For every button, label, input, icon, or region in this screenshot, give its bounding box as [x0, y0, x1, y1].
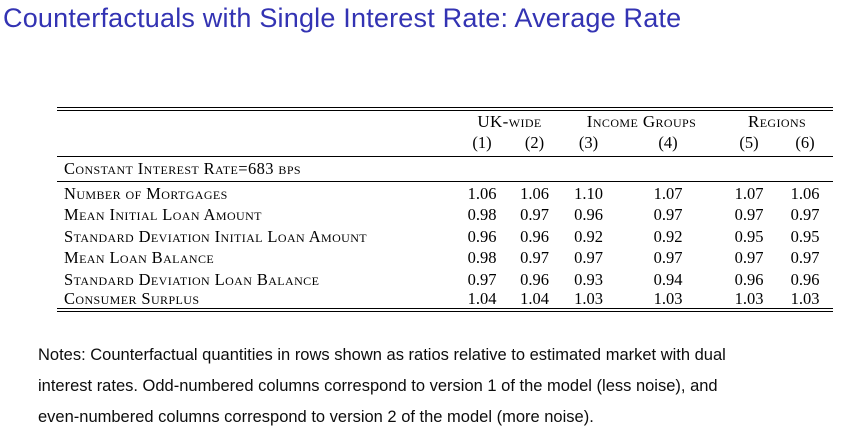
- cell-value: 0.92: [653, 226, 683, 246]
- cell-value: 0.96: [520, 226, 549, 246]
- row-label: Mean Initial Loan Amount: [64, 205, 262, 224]
- column-group-income-groups: Income Groups: [586, 111, 697, 131]
- cell-value: 0.95: [734, 226, 764, 246]
- cell-value: 0.95: [790, 226, 820, 246]
- table-row-mean-initial-loan-amount: Mean Initial Loan Amount 0.98 0.97 0.96 …: [57, 203, 833, 225]
- cell-value: 0.97: [520, 205, 549, 224]
- table-row-number-of-mortgages: Number of Mortgages 1.06 1.06 1.10 1.07 …: [57, 181, 833, 203]
- cell-value: 0.98: [467, 248, 497, 267]
- column-number-3: (3): [562, 132, 615, 157]
- cell-value: 1.03: [653, 289, 683, 308]
- cell-value: 1.07: [653, 183, 683, 203]
- row-label: Mean Loan Balance: [64, 248, 215, 267]
- notes-line-1: Notes: Counterfactual quantities in rows…: [38, 346, 726, 364]
- column-group-regions: Regions: [747, 111, 807, 131]
- column-number-header-row: (1) (2) (3) (4) (5) (6): [57, 132, 834, 157]
- notes-line-3: even-numbered columns correspond to vers…: [38, 408, 594, 426]
- column-number-6: (6): [777, 132, 834, 157]
- cell-value: 0.93: [574, 269, 603, 289]
- cell-value: 0.96: [520, 269, 549, 289]
- column-group-header-row: UK-wide Income Groups Regions: [57, 109, 833, 132]
- table-notes: Notes: Counterfactual quantities in rows…: [38, 340, 828, 433]
- cell-value: 0.97: [653, 205, 683, 224]
- cell-value: 1.10: [574, 183, 603, 203]
- column-number-1: (1): [457, 132, 507, 157]
- cell-value: 0.97: [734, 205, 764, 224]
- cell-value: 0.94: [653, 269, 683, 289]
- cell-value: 0.96: [734, 269, 764, 289]
- column-number-5: (5): [721, 132, 778, 157]
- empty-corner-cell: [57, 109, 457, 132]
- row-label: Consumer Surplus: [64, 289, 200, 308]
- cell-value: 0.97: [653, 248, 683, 267]
- cell-value: 1.06: [790, 183, 820, 203]
- cell-value: 0.96: [790, 269, 820, 289]
- cell-value: 0.97: [574, 248, 603, 267]
- column-number-4: (4): [615, 132, 722, 157]
- cell-value: 1.06: [467, 183, 497, 203]
- section-header-row: Constant Interest Rate=683 bps: [57, 156, 834, 182]
- cell-value: 0.97: [734, 248, 764, 267]
- cell-value: 1.04: [467, 289, 497, 308]
- cell-value: 1.03: [734, 289, 764, 308]
- table-row-consumer-surplus: Consumer Surplus 1.04 1.04 1.03 1.03 1.0…: [57, 289, 833, 311]
- cell-value: 1.04: [520, 289, 549, 308]
- column-group-uk-wide: UK-wide: [477, 111, 542, 131]
- cell-value: 1.07: [734, 183, 764, 203]
- table-row-std-dev-initial-loan-amount: Standard Deviation Initial Loan Amount 0…: [57, 224, 833, 246]
- row-label: Standard Deviation Loan Balance: [64, 269, 320, 289]
- cell-value: 0.96: [467, 226, 497, 246]
- slide-title: Counterfactuals with Single Interest Rat…: [3, 3, 682, 33]
- cell-value: 0.92: [574, 226, 603, 246]
- notes-line-2: interest rates. Odd-numbered columns cor…: [38, 377, 718, 395]
- cell-value: 1.03: [790, 289, 820, 308]
- row-label: Standard Deviation Initial Loan Amount: [64, 226, 368, 246]
- empty-corner-cell: [57, 132, 457, 157]
- cell-value: 1.06: [520, 183, 549, 203]
- table-row-std-dev-loan-balance: Standard Deviation Loan Balance 0.97 0.9…: [57, 267, 833, 289]
- section-header-label: Constant Interest Rate=683 bps: [57, 156, 834, 182]
- cell-value: 0.98: [467, 205, 497, 224]
- cell-value: 0.97: [520, 248, 549, 267]
- table-row-mean-loan-balance: Mean Loan Balance 0.98 0.97 0.97 0.97 0.…: [57, 246, 833, 268]
- cell-value: 1.03: [574, 289, 603, 308]
- cell-value: 0.97: [467, 269, 497, 289]
- cell-value: 0.97: [790, 248, 820, 267]
- counterfactuals-table: UK-wide Income Groups Regions (1) (2) (3…: [57, 107, 834, 313]
- cell-value: 0.97: [790, 205, 820, 224]
- row-label: Number of Mortgages: [64, 183, 228, 203]
- column-number-2: (2): [507, 132, 562, 157]
- cell-value: 0.96: [574, 205, 603, 224]
